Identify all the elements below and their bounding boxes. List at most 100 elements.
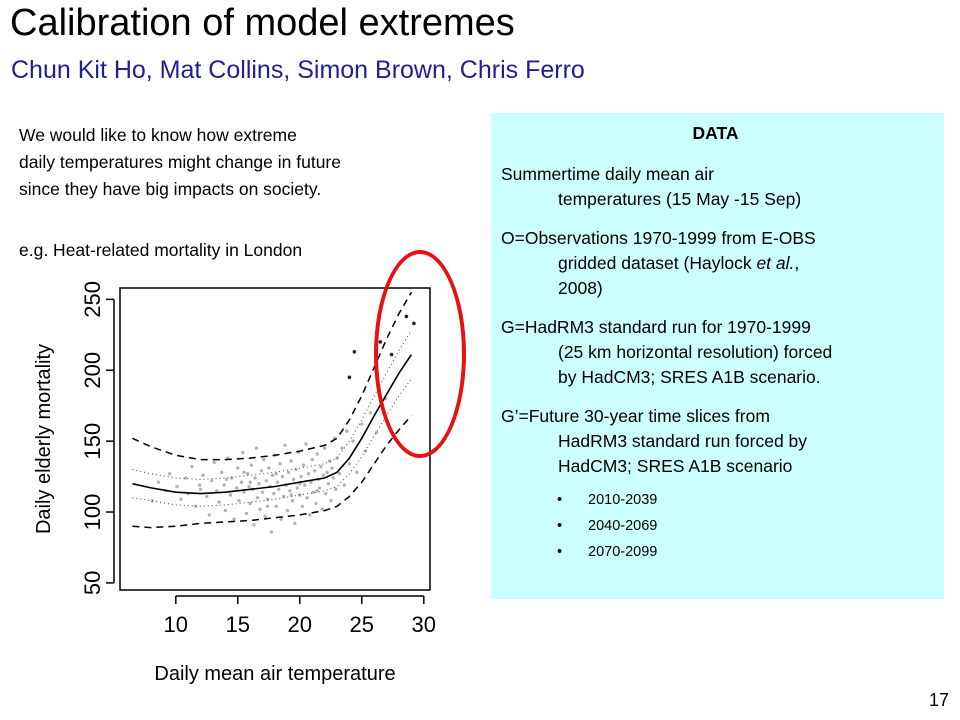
paragraph-line: gridded dataset (Haylock et al., [558,253,800,273]
scatter-point [259,469,264,473]
y-tick-label: 250 [80,281,105,318]
scatter-point [311,490,316,494]
scatter-point [294,467,298,472]
intro-text: We would like to know how extreme daily … [19,122,469,203]
scatter-point [223,508,228,513]
scatter-point [340,446,344,450]
scatter-point [274,504,278,508]
paragraph-line: G’=Future 30-year time slices from [501,406,770,426]
scatter-point [207,513,211,517]
data-paragraph-hadrm3: G=HadRM3 standard run for 1970-1999 (25 … [501,315,930,390]
y-tick-label: 100 [80,494,105,531]
scatter-point [193,504,198,508]
scatter-point [330,466,334,470]
time-slice-item: 2010-2039 [501,487,930,513]
paragraph-line: HadRM3 standard run forced by [558,431,808,451]
slide-title: Calibration of model extremes [10,2,515,44]
scatter-point [351,439,355,443]
scatter-point [264,479,268,483]
scatter-point [289,493,293,497]
scatter-point [329,499,333,503]
y-axis-title: Daily elderly mortality [33,344,55,534]
scatter-point [229,476,234,480]
scatter-point [291,477,296,482]
highlight-oval [374,250,466,458]
scatter-point [375,430,379,435]
scatter-point [179,497,183,501]
data-paragraph-observations: O=Observations 1970-1999 from E-OBS grid… [501,226,930,301]
scatter-point [342,483,347,487]
scatter-point [313,469,317,473]
data-paragraph-future: G’=Future 30-year time slices from HadRM… [501,404,930,479]
scatter-point [215,489,219,493]
scatter-point [247,484,251,489]
scatter-point [241,450,245,455]
scatter-point [301,463,306,467]
author-list: Chun Kit Ho, Mat Collins, Simon Brown, C… [11,56,585,84]
scatter-point [283,443,287,448]
scatter-point [368,411,373,415]
scatter-point [255,496,260,500]
time-slice-item: 2040-2069 [501,513,930,539]
scatter-point [309,480,313,484]
scatter-point [253,476,257,480]
paragraph-line: HadCM3; SRES A1B scenario [558,456,793,476]
scatter-point [232,517,236,521]
slide-number: 17 [929,690,950,710]
scatter-point [228,493,233,497]
scatter-point [248,501,252,506]
scatter-point [285,508,290,513]
time-slice-item: 2070-2099 [501,539,930,565]
scatter-point [299,474,303,479]
scatter-point [286,470,291,474]
scatter-point [239,480,244,484]
data-panel-heading: DATA [692,123,739,143]
interval-bound-dotted [132,378,412,507]
scatter-point [305,496,309,500]
scatter-point [347,375,352,380]
x-axis-title: Daily mean air temperature [154,663,395,685]
scatter-point [236,466,240,470]
scatter-point [282,494,286,499]
scatter-point [265,504,270,508]
scatter-point [320,507,324,511]
scatter-point [270,473,275,477]
scatter-point [277,487,281,491]
x-tick-label: 30 [412,612,436,637]
y-tick-label: 50 [80,571,105,595]
scatter-point [327,459,332,463]
intro-line: We would like to know how extreme [19,125,297,145]
scatter-point [222,483,226,487]
scatter-point [321,473,326,477]
paragraph-line: temperatures (15 May -15 Sep) [558,189,802,209]
scatter-point [201,473,205,477]
scatter-point [254,446,259,450]
scatter-point [304,442,308,446]
scatter-point [295,486,299,490]
example-text: e.g. Heat-related mortality in London [19,240,303,260]
scatter-point [337,472,342,476]
scatter-point [303,483,307,487]
paragraph-line: by HadCM3; SRES A1B scenario. [558,367,821,387]
scatter-point [274,472,278,476]
scatter-point [310,457,314,462]
paragraph-line: G=HadRM3 standard run for 1970-1999 [501,317,811,337]
scatter-point [184,476,188,480]
scatter-point [269,530,273,534]
scatter-point [278,462,282,466]
scatter-point [314,501,318,506]
scatter-point [205,494,209,499]
scatter-point [248,480,252,484]
scatter-point [326,482,330,486]
scatter-point [190,464,194,469]
scatter-point [267,466,271,470]
scatter-point [334,487,338,491]
intro-line: daily temperatures might change in futur… [19,152,341,172]
x-tick-label: 20 [288,612,312,637]
scatter-point [272,491,276,496]
scatter-point [289,459,293,463]
scatter-point [167,472,172,476]
x-tick-label: 25 [350,612,374,637]
scatter-point [317,486,322,490]
scatter-point [175,484,179,489]
